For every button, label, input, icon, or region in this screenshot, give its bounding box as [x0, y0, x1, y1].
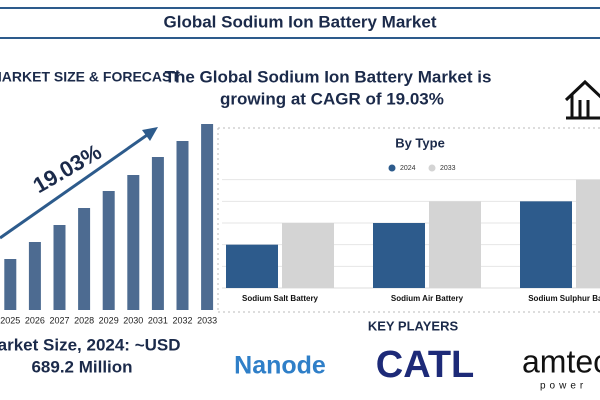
- building-icon: [564, 79, 600, 120]
- bar: [201, 124, 214, 310]
- key-players-heading: KEY PLAYERS: [368, 318, 459, 333]
- x-tick-label: 2029: [99, 315, 119, 325]
- x-tick-label: Sodium Sulphur Battery: [528, 294, 600, 303]
- arrow-head: [142, 127, 158, 141]
- chart-title: By Type: [395, 135, 445, 150]
- x-tick-label: Sodium Salt Battery: [242, 294, 319, 303]
- left-heading: MARKET SIZE & FORECAST: [0, 69, 180, 85]
- bar: [373, 223, 425, 288]
- growth-arrow: [0, 131, 151, 240]
- legend-label: 2024: [400, 165, 416, 172]
- headline: growing at CAGR of 19.03%: [220, 89, 444, 108]
- bar: [520, 201, 572, 288]
- bar: [4, 259, 17, 310]
- logo: amtec: [522, 343, 600, 379]
- bar: [151, 157, 164, 310]
- bar: [429, 201, 481, 288]
- bar: [576, 179, 600, 288]
- bar: [282, 223, 334, 288]
- bar: [176, 141, 189, 310]
- market-size: 689.2 Million: [31, 357, 132, 376]
- x-tick-label: 2028: [74, 315, 94, 325]
- legend-label: 2033: [440, 165, 456, 172]
- legend-swatch: [428, 164, 436, 172]
- logo: CATL: [376, 344, 475, 386]
- market-size: Market Size, 2024: ~USD: [0, 335, 181, 354]
- x-tick-label: 2033: [197, 315, 217, 325]
- bar: [53, 225, 66, 310]
- bar: [127, 175, 140, 310]
- headline: The Global Sodium Ion Battery Market is: [165, 67, 492, 86]
- x-tick-label: 2026: [25, 315, 45, 325]
- bar: [78, 208, 91, 310]
- bar: [28, 242, 41, 310]
- logo: power: [540, 381, 587, 392]
- header-title: Global Sodium Ion Battery Market: [164, 12, 437, 31]
- x-tick-label: 2027: [49, 315, 69, 325]
- logo: Nanode: [234, 352, 326, 380]
- x-tick-label: 2030: [123, 315, 143, 325]
- x-tick-label: Sodium Air Battery: [391, 294, 464, 303]
- x-tick-label: 2025: [0, 315, 20, 325]
- x-tick-label: 2031: [148, 315, 168, 325]
- header-box: [0, 7, 600, 39]
- x-tick-label: 2032: [172, 315, 192, 325]
- bar: [102, 191, 115, 310]
- bar: [226, 244, 278, 288]
- legend-swatch: [388, 164, 396, 172]
